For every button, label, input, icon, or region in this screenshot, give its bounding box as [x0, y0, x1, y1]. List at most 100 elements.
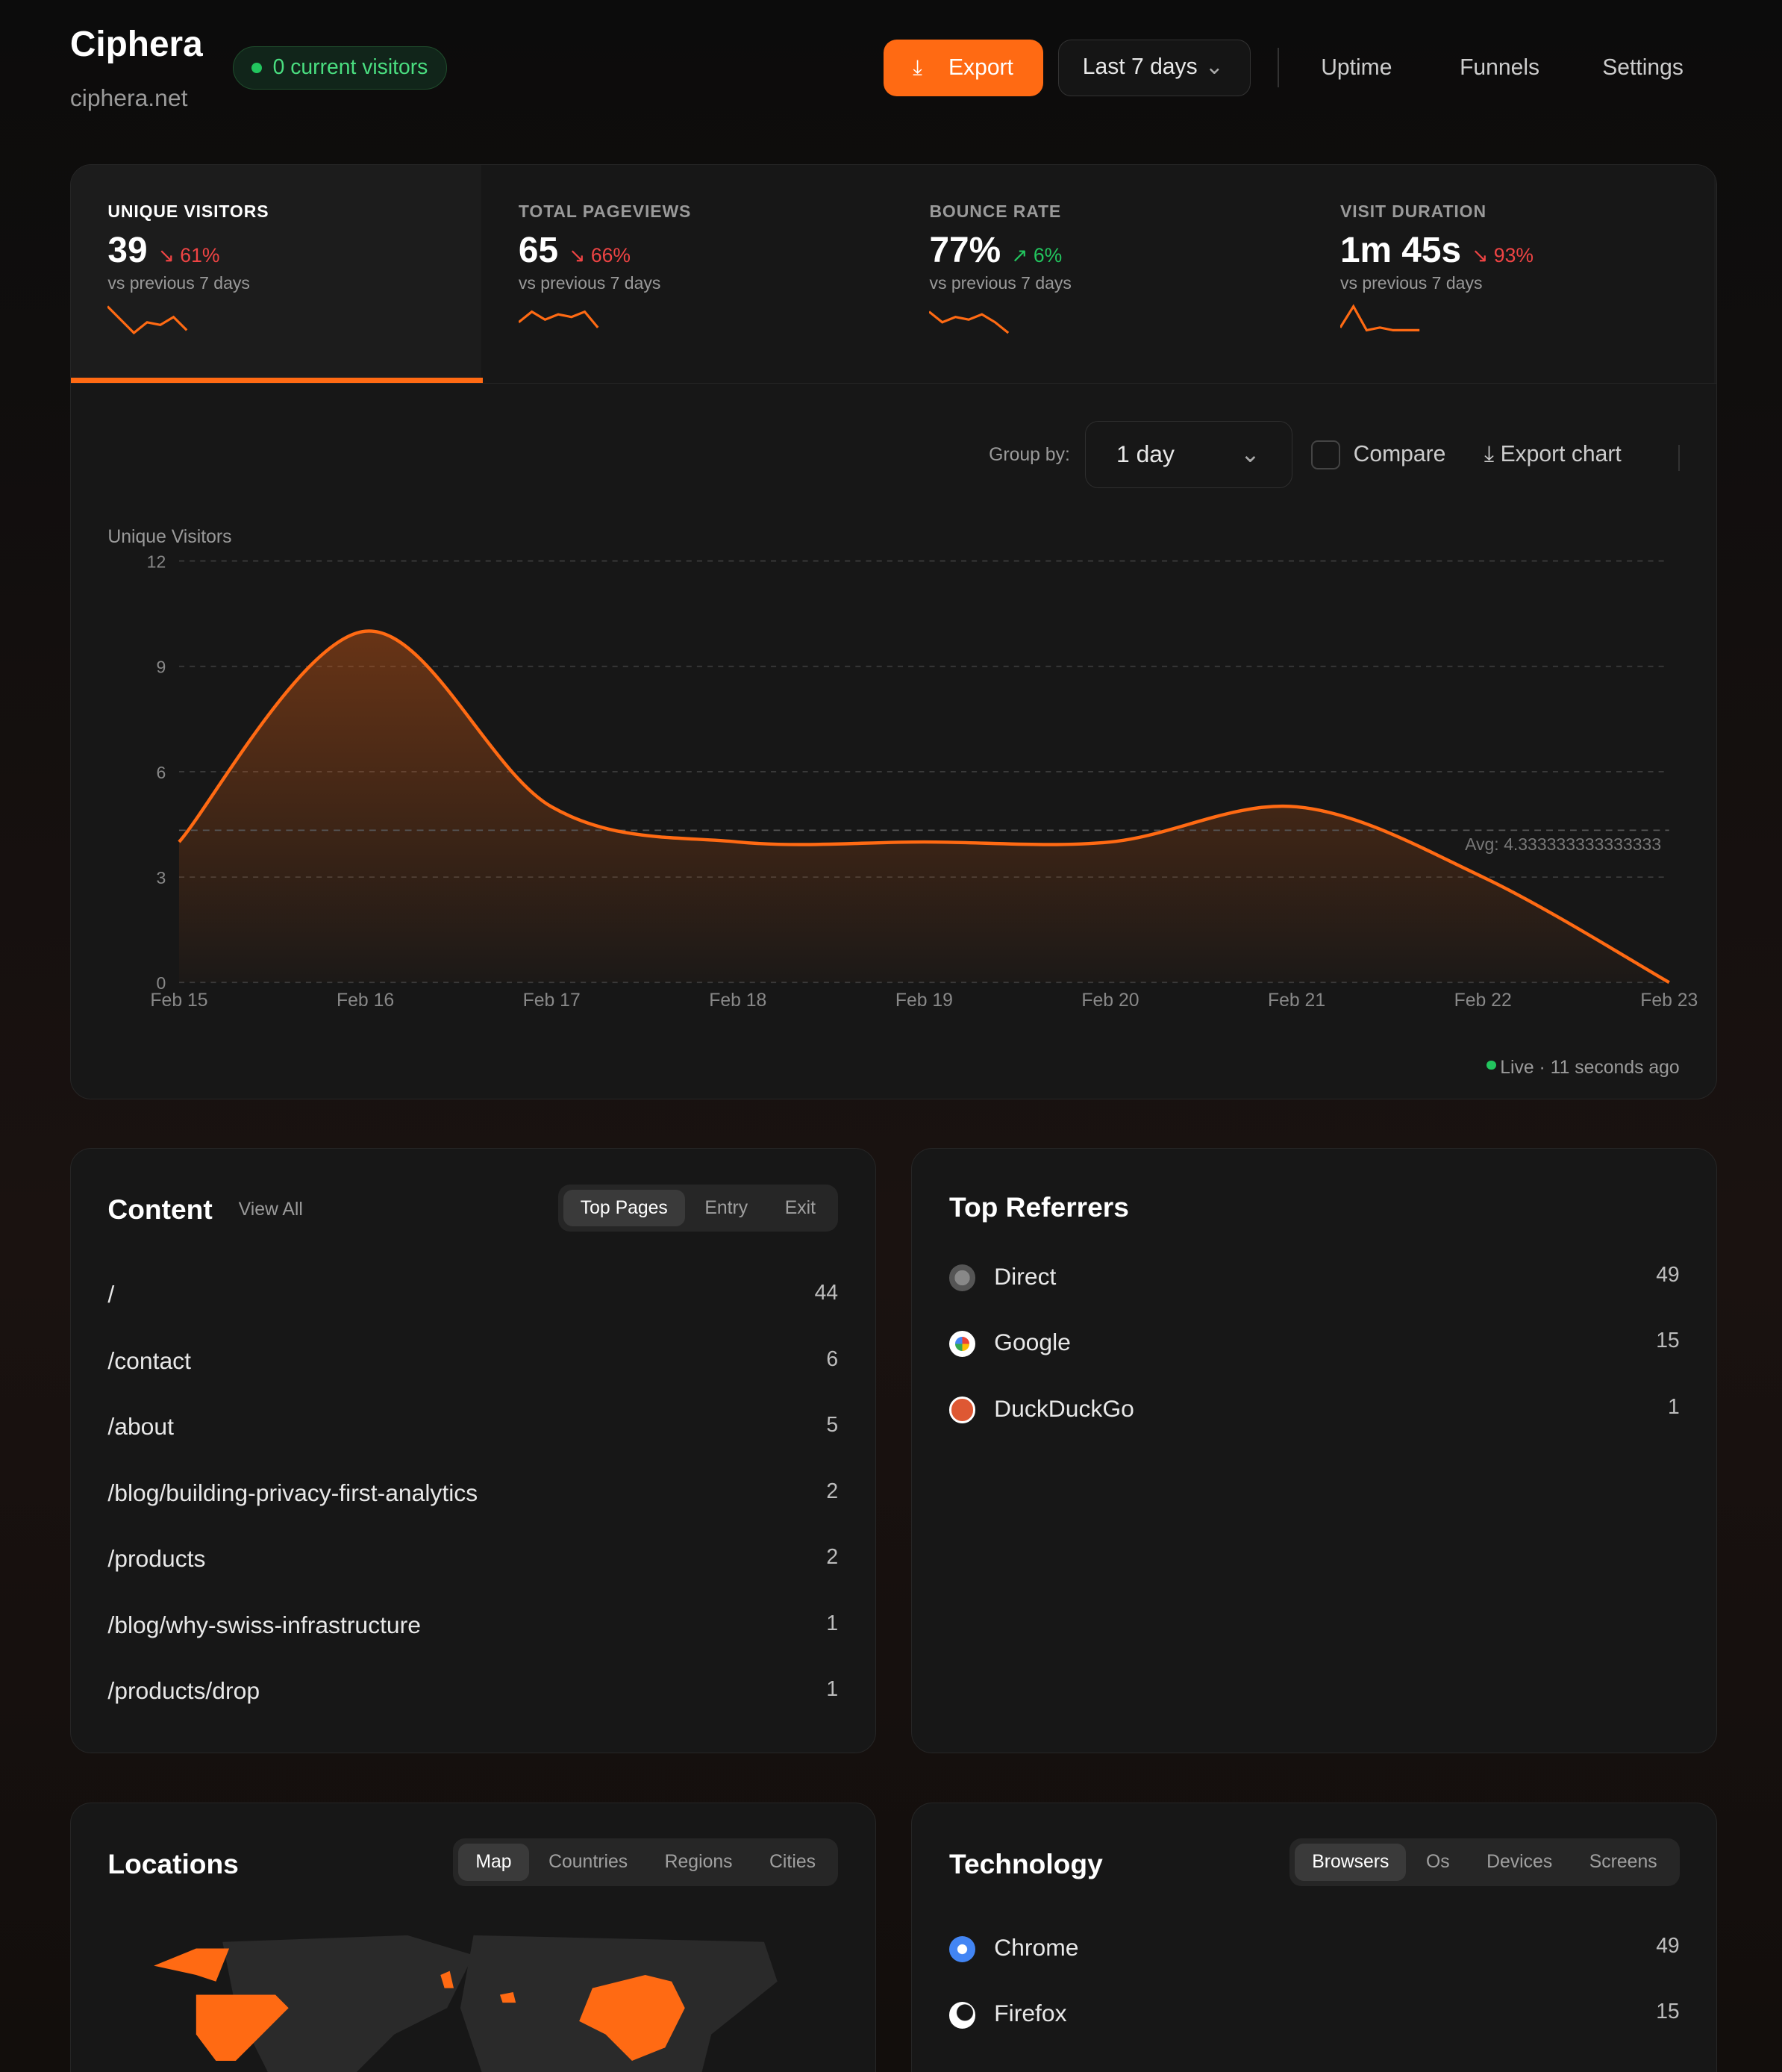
page-count: 5 [826, 1413, 839, 1438]
stat-comparison: vs previous 7 days [1339, 273, 1483, 293]
live-dot-icon [1486, 1060, 1496, 1070]
referrers-card: Top Referrers Direct 49 Google 15 DuckDuckGo… [911, 1148, 1718, 1754]
technology-row[interactable]: Chrome 49 [949, 1933, 1680, 1963]
x-tick-label: Feb 21 [1268, 990, 1325, 1011]
x-tick-label: Feb 22 [1454, 990, 1512, 1011]
x-tick-label: Feb 15 [150, 990, 207, 1011]
nav-funnels[interactable]: Funnels [1460, 55, 1540, 81]
tab-regions[interactable]: Regions [664, 1852, 733, 1873]
google-icon [949, 1330, 976, 1358]
tab-os[interactable]: Os [1425, 1852, 1450, 1873]
stat-comparison: vs previous 7 days [929, 273, 1072, 293]
content-row[interactable]: /blog/building-privacy-first-analytics 2 [107, 1479, 838, 1507]
stat-unique-visitors[interactable]: UNIQUE VISITORS 39 ↘ 61% vs previous 7 da… [71, 165, 482, 383]
content-row[interactable]: /products 2 [107, 1545, 838, 1573]
sparkline [107, 305, 188, 335]
export-label: Export [948, 55, 1013, 81]
x-tick-label: Feb 23 [1640, 990, 1698, 1011]
sparkline [1339, 304, 1420, 332]
divider [1678, 444, 1680, 472]
stat-total-pageviews[interactable]: TOTAL PAGEVIEWS 65 ↘ 66% vs previous 7 da… [481, 164, 892, 383]
tab-cities[interactable]: Cities [769, 1852, 816, 1873]
stat-label: BOUNCE RATE [929, 202, 1062, 222]
chevron-down-icon: ⌄ [1204, 54, 1224, 80]
nav-settings[interactable]: Settings [1602, 55, 1683, 81]
row-count: 15 [1656, 1329, 1680, 1353]
y-tick-label: 6 [156, 763, 166, 782]
page-path: /about [107, 1413, 174, 1441]
page-count: 2 [826, 1545, 839, 1570]
technology-tabs: Browsers Os Devices Screens [1289, 1838, 1680, 1886]
tab-countries[interactable]: Countries [548, 1852, 628, 1873]
x-tick-label: Feb 20 [1081, 990, 1139, 1011]
stat-bounce-rate[interactable]: BOUNCE RATE 77% ↗ 6% vs previous 7 days [892, 164, 1304, 383]
group-by-select[interactable]: 1 day ⌄ [1085, 420, 1293, 489]
x-tick-label: Feb 19 [895, 990, 953, 1011]
visitors-chart: 0 3 6 9 12 Feb 15 Feb 16 Feb 17 Feb 18 Feb 19 Feb … [147, 552, 1698, 1011]
content-row[interactable]: /products/drop 1 [107, 1677, 838, 1705]
page-path: /blog/why-swiss-infrastructure [107, 1611, 421, 1638]
site-domain: ciphera.net [69, 84, 188, 112]
stat-comparison: vs previous 7 days [107, 273, 250, 293]
sparkline [928, 311, 1010, 334]
page-count: 2 [826, 1479, 839, 1503]
referrers-row[interactable]: Google 15 [949, 1329, 1680, 1358]
stat-value: 77% [929, 230, 1001, 270]
stat-visit-duration[interactable]: VISIT DURATION 1m 45s ↘ 93% vs previous 7… [1303, 164, 1714, 383]
map-region-china [579, 1974, 685, 2061]
tab-exit[interactable]: Exit [784, 1197, 816, 1218]
referrers-row[interactable]: DuckDuckGo 1 [949, 1395, 1680, 1423]
content-card: Content View All Top Pages Entry Exit / 4… [69, 1148, 876, 1754]
content-row[interactable]: /about 5 [107, 1413, 838, 1441]
stat-delta: ↘ 93% [1472, 243, 1534, 266]
tab-top-pages[interactable]: Top Pages [563, 1190, 685, 1227]
y-tick-label: 0 [156, 973, 166, 993]
page-path: /blog/building-privacy-first-analytics [107, 1479, 478, 1506]
export-button[interactable]: ⤓ Export [884, 40, 1044, 97]
stat-label: UNIQUE VISITORS [107, 202, 269, 222]
nav-uptime[interactable]: Uptime [1321, 55, 1392, 81]
compare-label[interactable]: Compare [1353, 442, 1446, 467]
content-title: Content [107, 1193, 213, 1226]
page-path: /contact [107, 1347, 191, 1374]
locations-title: Locations [107, 1847, 239, 1879]
download-icon: ⤓ [1484, 442, 1501, 467]
content-row[interactable]: /blog/why-swiss-infrastructure 1 [107, 1611, 838, 1639]
live-status: Live · 11 seconds ago [1500, 1058, 1680, 1079]
live-dot-icon [251, 63, 263, 74]
group-by-value: 1 day [1116, 440, 1175, 467]
tab-screens[interactable]: Screens [1589, 1852, 1657, 1873]
content-row[interactable]: / 44 [107, 1281, 838, 1308]
firefox-icon [949, 2002, 976, 2029]
avg-label: Avg: 4.333333333333333 [1465, 834, 1661, 854]
referrers-row[interactable]: Direct 49 [949, 1263, 1680, 1291]
page-count: 1 [826, 1677, 839, 1702]
view-all-link[interactable]: View All [238, 1199, 303, 1220]
compare-checkbox[interactable] [1311, 440, 1340, 470]
page-path: /products/drop [107, 1677, 260, 1705]
visitors-count: 0 current visitors [272, 54, 428, 79]
content-row[interactable]: /contact 6 [107, 1347, 838, 1375]
date-range-select[interactable]: Last 7 days ⌄ [1057, 40, 1251, 97]
row-count: 15 [1656, 2000, 1680, 2024]
tab-entry[interactable]: Entry [704, 1197, 748, 1218]
tab-devices[interactable]: Devices [1486, 1852, 1553, 1873]
export-chart-button[interactable]: ⤓ Export chart [1484, 442, 1622, 468]
map-region-usa [196, 1994, 289, 2061]
locations-card: Locations Map Countries Regions Cities [69, 1802, 876, 2072]
date-range-value: Last 7 days [1082, 54, 1198, 80]
referrers-title: Top Referrers [949, 1191, 1129, 1223]
area-fill [178, 631, 1669, 983]
locations-tabs: Map Countries Regions Cities [453, 1838, 839, 1886]
duckduckgo-icon [949, 1397, 976, 1423]
y-axis-label: Unique Visitors [107, 526, 232, 547]
tab-map[interactable]: Map [458, 1844, 529, 1881]
tab-browsers[interactable]: Browsers [1295, 1844, 1407, 1881]
y-tick-label: 12 [147, 552, 166, 571]
row-name: Firefox [994, 2000, 1067, 2027]
current-visitors-badge: 0 current visitors [232, 46, 448, 90]
stat-delta: ↘ 66% [569, 243, 631, 266]
world-map[interactable] [143, 1929, 778, 2072]
technology-row[interactable]: Firefox 15 [949, 2000, 1680, 2029]
row-name: Chrome [994, 1933, 1079, 1961]
